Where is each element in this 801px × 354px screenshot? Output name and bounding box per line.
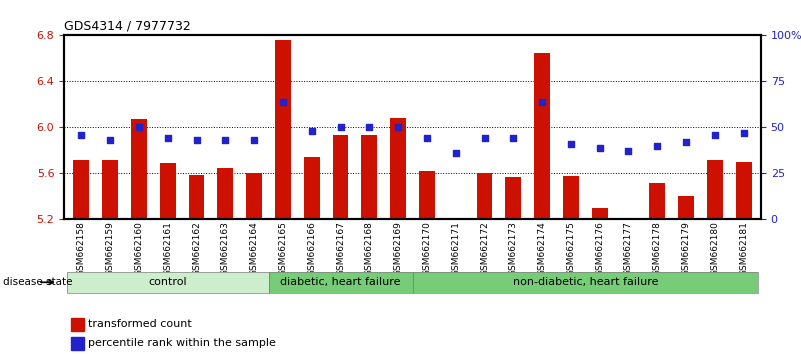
Text: GSM662180: GSM662180	[710, 221, 719, 276]
Bar	[103, 160, 118, 219]
Text: GSM662172: GSM662172	[480, 221, 489, 276]
Point	[680, 139, 693, 145]
Bar	[419, 171, 435, 219]
Bar	[361, 136, 377, 219]
Text: GSM662176: GSM662176	[595, 221, 604, 276]
Point	[161, 136, 174, 141]
Point	[708, 132, 721, 138]
Point	[276, 99, 289, 104]
Text: GSM662173: GSM662173	[509, 221, 517, 276]
Text: non-diabetic, heart failure: non-diabetic, heart failure	[513, 277, 658, 287]
Text: disease state: disease state	[3, 277, 73, 287]
Bar	[534, 53, 550, 219]
Point	[75, 132, 88, 138]
Bar	[707, 160, 723, 219]
Text: GSM662164: GSM662164	[250, 221, 259, 276]
Text: GSM662161: GSM662161	[163, 221, 172, 276]
Text: GSM662181: GSM662181	[739, 221, 748, 276]
Point	[132, 125, 145, 130]
Bar	[563, 176, 579, 219]
Point	[737, 130, 750, 136]
Text: GSM662158: GSM662158	[77, 221, 86, 276]
Bar	[592, 208, 608, 219]
Point	[219, 137, 231, 143]
Point	[594, 145, 606, 150]
Bar	[275, 40, 291, 219]
FancyBboxPatch shape	[268, 272, 413, 293]
Text: GSM662169: GSM662169	[393, 221, 403, 276]
Point	[421, 136, 433, 141]
Bar	[650, 183, 665, 219]
Point	[190, 137, 203, 143]
Point	[478, 136, 491, 141]
Text: GSM662177: GSM662177	[624, 221, 633, 276]
Point	[305, 128, 318, 134]
Text: GSM662167: GSM662167	[336, 221, 345, 276]
Text: GSM662171: GSM662171	[451, 221, 461, 276]
Bar	[390, 118, 406, 219]
Text: GSM662170: GSM662170	[422, 221, 432, 276]
Text: GSM662175: GSM662175	[566, 221, 575, 276]
Text: percentile rank within the sample: percentile rank within the sample	[88, 338, 276, 348]
Point	[363, 125, 376, 130]
Text: GSM662166: GSM662166	[308, 221, 316, 276]
Bar	[736, 162, 751, 219]
Bar	[448, 218, 464, 219]
Point	[248, 137, 260, 143]
Text: diabetic, heart failure: diabetic, heart failure	[280, 277, 400, 287]
Text: GSM662163: GSM662163	[221, 221, 230, 276]
Point	[536, 99, 549, 104]
Point	[449, 150, 462, 156]
Point	[334, 125, 347, 130]
Text: GSM662179: GSM662179	[682, 221, 690, 276]
Bar	[217, 168, 233, 219]
Text: GSM662160: GSM662160	[135, 221, 143, 276]
Bar	[188, 175, 204, 219]
Text: GSM662165: GSM662165	[279, 221, 288, 276]
Point	[622, 149, 635, 154]
Text: transformed count: transformed count	[88, 319, 192, 329]
Bar	[505, 177, 521, 219]
Bar	[678, 196, 694, 219]
Bar	[332, 136, 348, 219]
Bar	[71, 337, 83, 350]
Point	[392, 125, 405, 130]
Point	[565, 141, 578, 147]
Text: GSM662159: GSM662159	[106, 221, 115, 276]
Bar	[74, 160, 89, 219]
Point	[651, 143, 664, 149]
Text: control: control	[148, 277, 187, 287]
Text: GSM662168: GSM662168	[364, 221, 374, 276]
Bar	[477, 173, 493, 219]
Text: GSM662178: GSM662178	[653, 221, 662, 276]
Bar	[160, 163, 175, 219]
Bar	[71, 318, 83, 331]
Bar	[246, 173, 262, 219]
Bar	[304, 158, 320, 219]
Point	[104, 137, 117, 143]
Point	[507, 136, 520, 141]
FancyBboxPatch shape	[67, 272, 268, 293]
FancyBboxPatch shape	[413, 272, 758, 293]
Text: GSM662174: GSM662174	[537, 221, 546, 276]
Text: GDS4314 / 7977732: GDS4314 / 7977732	[64, 20, 191, 33]
Text: GSM662162: GSM662162	[192, 221, 201, 276]
Bar	[621, 218, 637, 219]
Bar	[131, 119, 147, 219]
